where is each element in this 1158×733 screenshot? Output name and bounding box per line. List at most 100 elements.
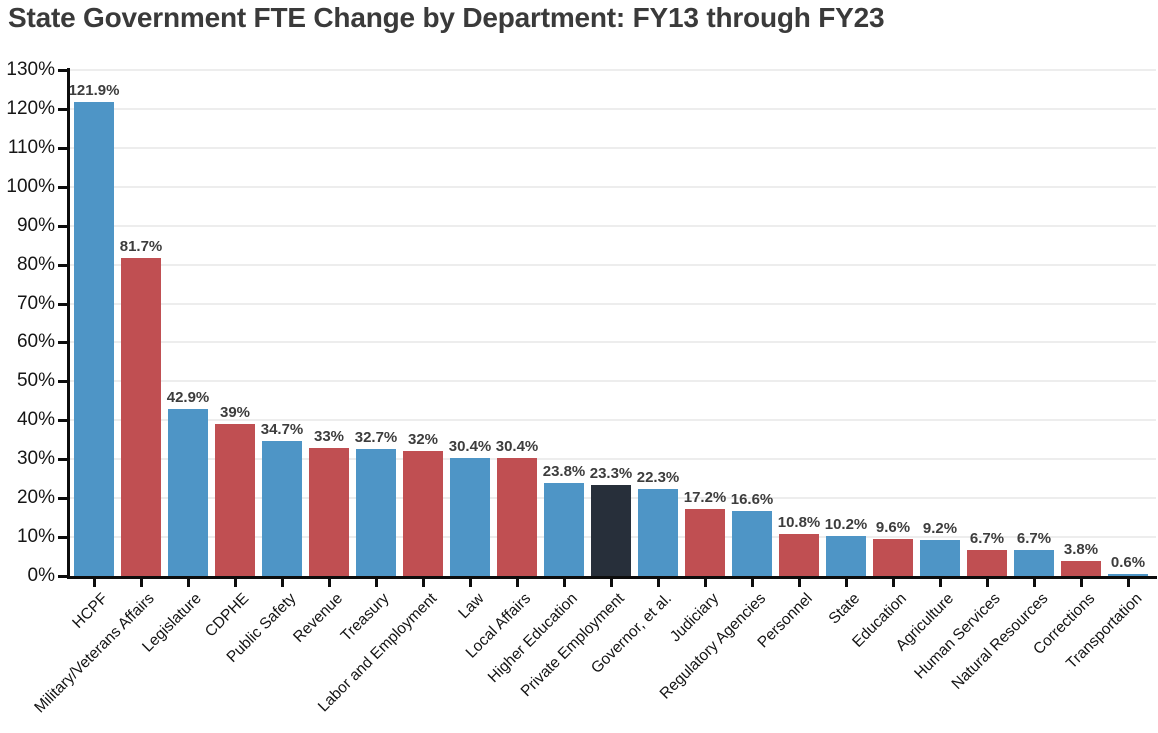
y-axis-tick bbox=[58, 536, 67, 540]
x-axis-tick bbox=[563, 579, 566, 587]
x-axis-label: Human Services bbox=[911, 590, 1005, 683]
x-axis-tick bbox=[657, 579, 660, 587]
y-gridline bbox=[69, 419, 1156, 422]
bar bbox=[262, 440, 302, 576]
x-axis-tick bbox=[798, 579, 801, 587]
x-axis-line bbox=[67, 576, 1157, 579]
y-axis-label: 70% bbox=[16, 292, 55, 314]
bar-value-label: 9.6% bbox=[875, 518, 911, 536]
y-axis-label: 120% bbox=[6, 97, 55, 119]
bar bbox=[74, 101, 114, 576]
x-axis-tick bbox=[516, 579, 519, 587]
bar-value-label: 16.6% bbox=[730, 491, 774, 509]
y-axis-tick bbox=[58, 146, 67, 150]
x-axis-label: State bbox=[825, 590, 864, 628]
bar-value-label: 3.8% bbox=[1063, 541, 1099, 559]
bar bbox=[168, 409, 208, 576]
bar-value-label: 34.7% bbox=[260, 420, 304, 438]
x-axis-tick bbox=[892, 579, 895, 587]
y-gridline bbox=[69, 146, 1156, 149]
bar bbox=[920, 540, 960, 576]
bar-value-label: 9.2% bbox=[922, 520, 958, 538]
bar bbox=[685, 509, 725, 576]
bar bbox=[873, 538, 913, 576]
bar-value-label: 23.8% bbox=[542, 463, 586, 481]
y-axis-label: 50% bbox=[16, 370, 55, 392]
bar-value-label: 10.8% bbox=[777, 513, 821, 531]
bar-value-label: 121.9% bbox=[68, 81, 120, 99]
y-axis-tick bbox=[58, 380, 67, 384]
bar-value-label: 23.3% bbox=[589, 465, 633, 483]
y-gridline bbox=[69, 380, 1156, 383]
y-axis-label: 0% bbox=[27, 565, 55, 586]
y-axis-tick bbox=[58, 69, 67, 72]
x-axis-tick bbox=[1033, 579, 1036, 587]
y-axis-label: 40% bbox=[16, 409, 55, 431]
y-gridline bbox=[69, 185, 1156, 188]
y-axis-label: 20% bbox=[16, 487, 55, 509]
x-axis-tick bbox=[610, 579, 613, 587]
y-axis-tick bbox=[58, 575, 67, 578]
x-axis-tick bbox=[234, 579, 237, 587]
bar bbox=[1014, 549, 1054, 576]
y-axis-label: 80% bbox=[16, 253, 55, 275]
y-axis-label: 110% bbox=[7, 136, 55, 158]
x-axis-tick bbox=[93, 579, 96, 587]
x-axis-label: Revenue bbox=[290, 590, 347, 646]
bar-value-label: 30.4% bbox=[448, 437, 492, 455]
y-axis-line bbox=[67, 68, 70, 579]
x-axis-tick bbox=[845, 579, 848, 587]
bar bbox=[356, 448, 396, 576]
chart-title: State Government FTE Change by Departmen… bbox=[8, 2, 885, 33]
bar-value-label: 6.7% bbox=[1016, 529, 1052, 547]
y-gridline bbox=[69, 69, 1156, 71]
y-gridline bbox=[69, 224, 1156, 227]
x-axis-tick bbox=[187, 579, 190, 587]
bar-value-label: 42.9% bbox=[166, 389, 210, 407]
bar-value-label: 33% bbox=[313, 427, 345, 445]
bar-value-label: 32% bbox=[407, 431, 439, 449]
x-axis-tick bbox=[281, 579, 284, 587]
bar bbox=[591, 485, 631, 576]
bar bbox=[544, 483, 584, 576]
x-axis-tick bbox=[939, 579, 942, 587]
bar bbox=[1108, 573, 1148, 576]
bar-value-label: 81.7% bbox=[119, 237, 163, 255]
x-axis-label: Law bbox=[454, 590, 488, 623]
x-axis-tick bbox=[704, 579, 707, 587]
bar bbox=[638, 489, 678, 576]
x-axis-tick bbox=[422, 579, 425, 587]
bar-value-label: 6.7% bbox=[969, 529, 1005, 547]
y-axis-tick bbox=[58, 107, 67, 111]
x-axis-label: HCPF bbox=[69, 590, 112, 632]
y-axis-tick bbox=[58, 497, 67, 501]
bar-value-label: 32.7% bbox=[354, 428, 398, 446]
bar bbox=[732, 511, 772, 576]
x-axis-tick bbox=[751, 579, 754, 587]
y-axis-tick bbox=[58, 263, 67, 267]
y-axis-label: 30% bbox=[16, 448, 55, 470]
x-axis-tick bbox=[328, 579, 331, 587]
x-axis-tick bbox=[1127, 579, 1130, 587]
y-gridline bbox=[69, 107, 1156, 110]
bar bbox=[450, 457, 490, 576]
bar-value-label: 30.4% bbox=[495, 437, 539, 455]
y-gridline bbox=[69, 263, 1156, 266]
bar bbox=[826, 536, 866, 576]
bar bbox=[215, 424, 255, 576]
bar bbox=[403, 451, 443, 576]
x-axis-tick bbox=[986, 579, 989, 587]
bar-value-label: 22.3% bbox=[636, 469, 680, 487]
y-gridline bbox=[69, 302, 1156, 305]
y-axis-label: 100% bbox=[6, 175, 55, 197]
bar-value-label: 0.6% bbox=[1110, 553, 1146, 571]
bar bbox=[497, 457, 537, 576]
bar bbox=[309, 447, 349, 576]
bar bbox=[1061, 561, 1101, 576]
y-axis-tick bbox=[58, 419, 67, 423]
bar bbox=[121, 257, 161, 576]
y-axis-tick bbox=[58, 224, 67, 228]
bar-value-label: 39% bbox=[219, 404, 251, 422]
